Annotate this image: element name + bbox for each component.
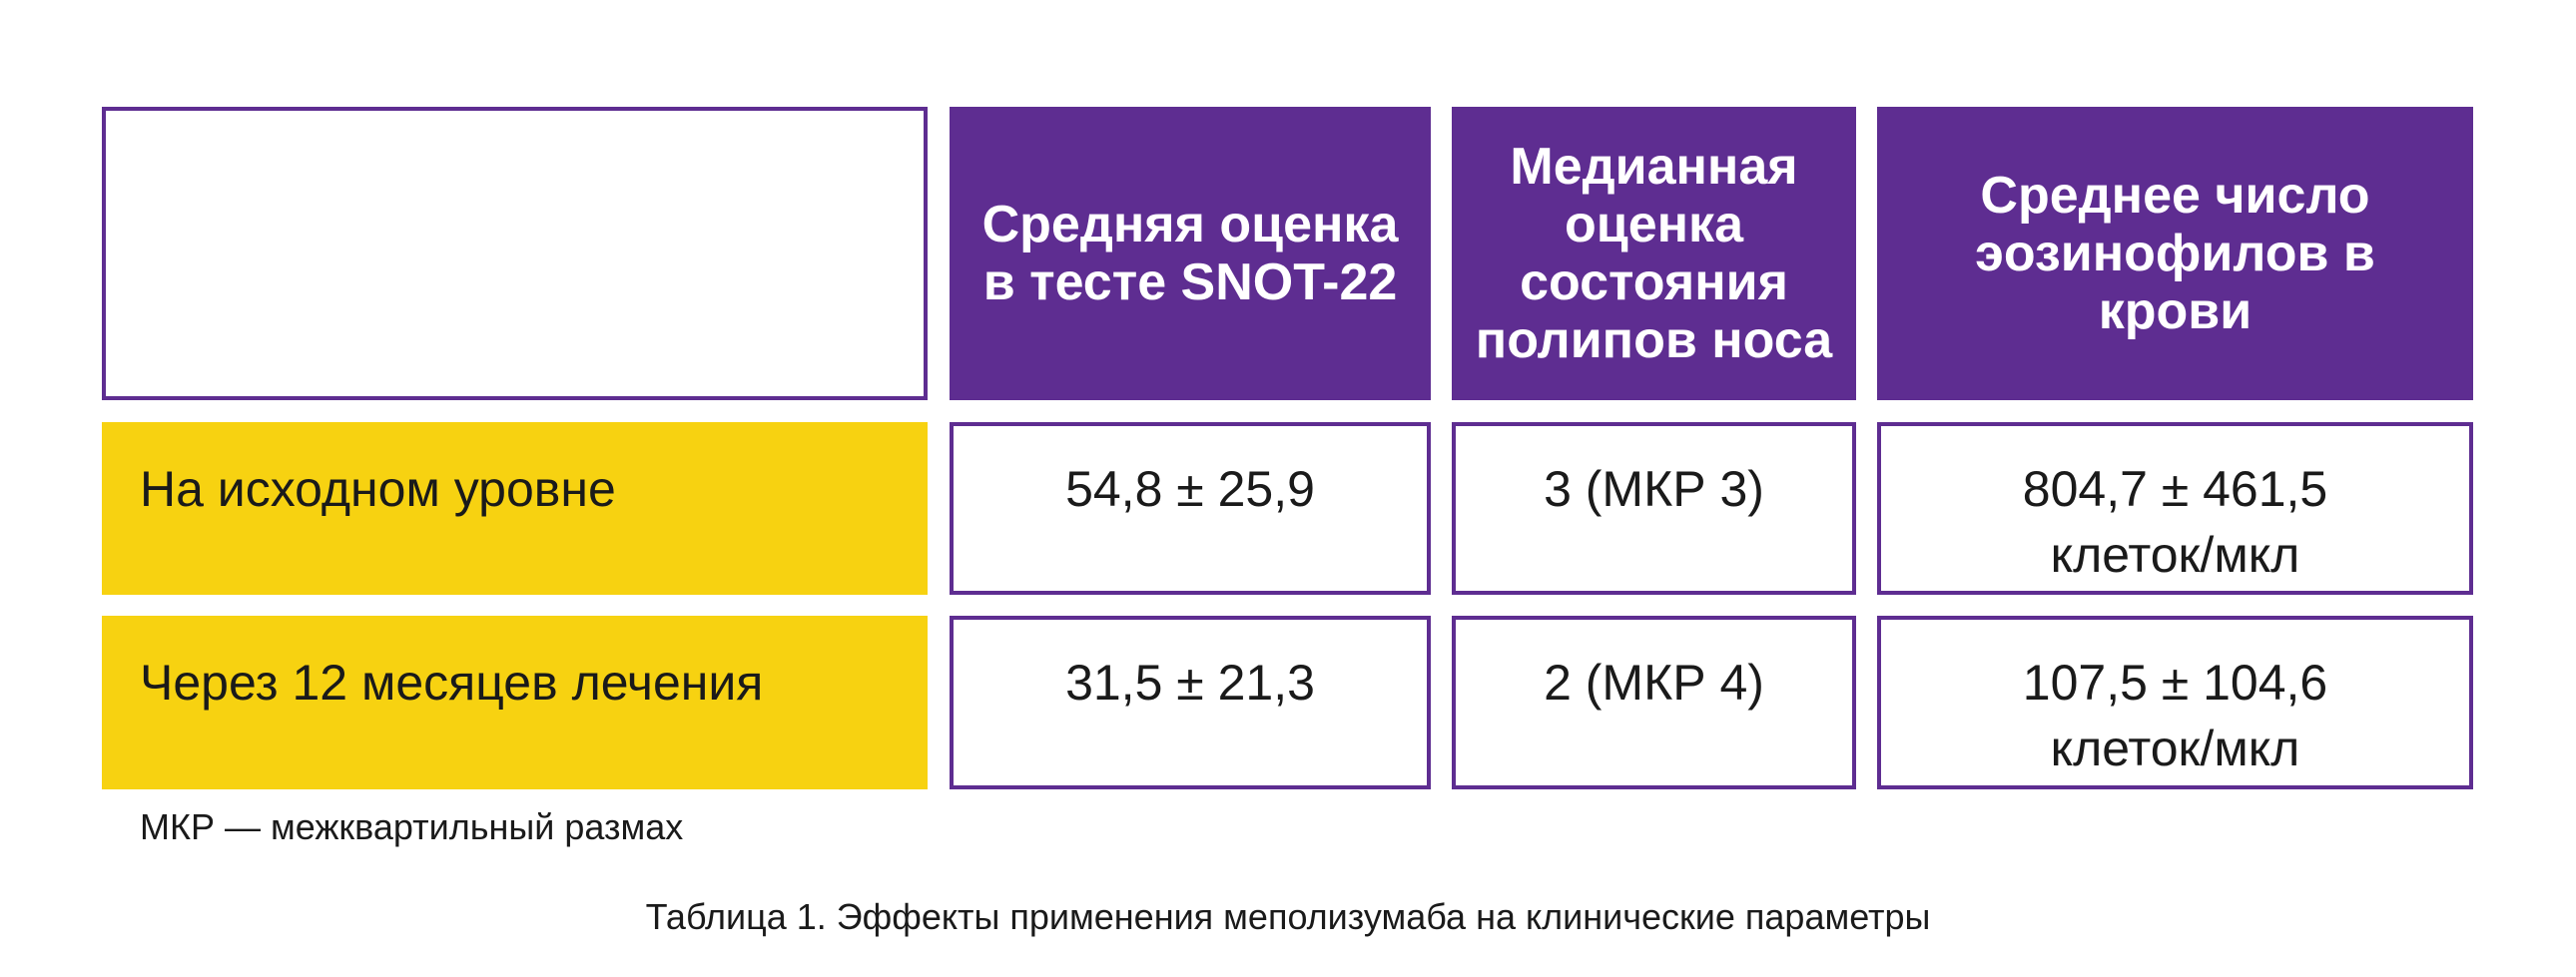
row-label-12-months: Через 12 месяцев лечения — [102, 616, 928, 789]
row-label-baseline: На исходном уровне — [102, 422, 928, 595]
cell-12m-snot22: 31,5 ± 21,3 — [950, 616, 1431, 789]
cell-baseline-snot22: 54,8 ± 25,9 — [950, 422, 1431, 595]
cell-12m-eosinophils: 107,5 ± 104,6 клеток/мкл — [1877, 616, 2473, 789]
cell-12m-polyps: 2 (МКР 4) — [1452, 616, 1856, 789]
header-snot22: Средняя оценка в тесте SNOT-22 — [950, 107, 1431, 400]
cell-baseline-eosinophils: 804,7 ± 461,5 клеток/мкл — [1877, 422, 2473, 595]
header-eosinophils: Среднее число эозинофилов в крови — [1877, 107, 2473, 400]
empty-header-cell — [102, 107, 928, 400]
footnote: МКР — межквартильный размах — [140, 806, 684, 847]
header-polyps: Медианная оценка состояния полипов носа — [1452, 107, 1856, 400]
cell-baseline-polyps: 3 (МКР 3) — [1452, 422, 1856, 595]
table-caption: Таблица 1. Эффекты применения меполизума… — [645, 896, 1931, 937]
